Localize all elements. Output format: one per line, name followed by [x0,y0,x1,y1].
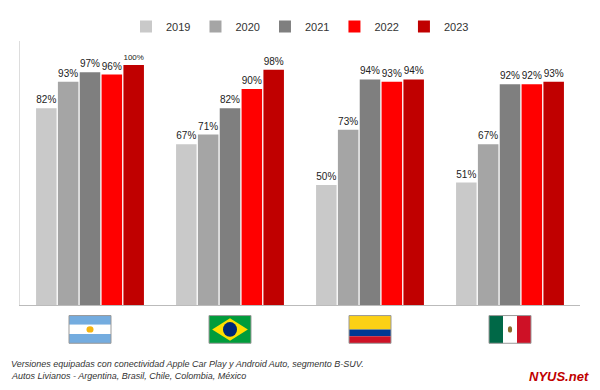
svg-text:92%: 92% [500,70,520,81]
svg-text:93%: 93% [544,68,564,79]
svg-text:90%: 90% [242,75,262,86]
svg-text:94%: 94% [360,65,380,76]
svg-text:2023: 2023 [444,21,468,33]
svg-text:2022: 2022 [374,21,398,33]
svg-text:82%: 82% [220,94,240,105]
svg-text:93%: 93% [382,68,402,79]
svg-text:93%: 93% [58,68,78,79]
svg-text:98%: 98% [264,56,284,67]
svg-text:73%: 73% [338,116,358,127]
svg-text:Versiones equipadas con conect: Versiones equipadas con conectividad App… [11,359,364,369]
svg-text:51%: 51% [456,169,476,180]
svg-text:2021: 2021 [305,21,329,33]
svg-text:94%: 94% [404,65,424,76]
svg-text:97%: 97% [80,58,100,69]
svg-text:67%: 67% [176,130,196,141]
svg-text:67%: 67% [478,130,498,141]
svg-text:2019: 2019 [166,21,190,33]
svg-text:50%: 50% [316,171,336,182]
svg-text:82%: 82% [36,94,56,105]
svg-text:96%: 96% [102,61,122,72]
svg-text:2020: 2020 [235,21,259,33]
svg-text:71%: 71% [198,121,218,132]
svg-text:92%: 92% [522,70,542,81]
svg-text:Autos Livianos - Argentina, Br: Autos Livianos - Argentina, Brasil, Chil… [11,371,246,381]
svg-text:100%: 100% [123,53,143,62]
svg-text:NYUS.net: NYUS.net [529,369,589,384]
